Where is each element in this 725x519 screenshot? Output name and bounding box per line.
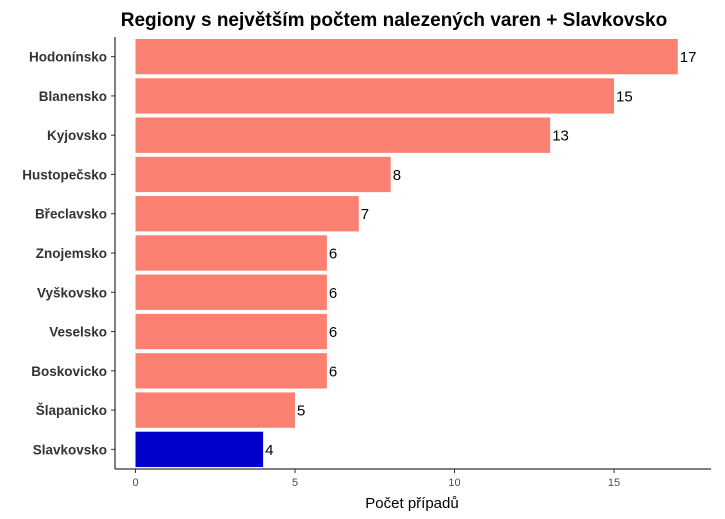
bar — [135, 235, 327, 271]
x-tick-label: 5 — [292, 477, 298, 489]
value-labels-group: 17 15 13 8 7 6 6 6 6 5 4 — [265, 49, 696, 459]
data-label: 8 — [393, 167, 401, 184]
y-tick-label: Slavkovsko — [33, 442, 107, 457]
y-tick-label: Kyjovsko — [47, 128, 107, 143]
y-tick-label: Hustopečsko — [22, 167, 107, 182]
y-tick-label: Blanensko — [39, 89, 107, 104]
bar — [135, 78, 614, 114]
bar — [135, 392, 295, 428]
x-axis: 0 5 10 15 — [115, 468, 711, 489]
data-label: 6 — [329, 285, 337, 302]
bar — [135, 156, 391, 193]
bars-group — [135, 38, 678, 468]
data-label: 7 — [361, 206, 369, 223]
data-label: 4 — [265, 442, 273, 459]
data-label: 6 — [329, 324, 337, 341]
data-label: 13 — [552, 128, 569, 145]
bar — [135, 274, 327, 310]
y-tick-label: Vyškovsko — [37, 285, 107, 300]
y-axis: Hodonínsko Blanensko Kyjovsko Hustopečsko Bř… — [22, 37, 116, 469]
data-label: 6 — [329, 246, 337, 263]
data-label: 15 — [616, 88, 633, 105]
bar — [135, 117, 551, 153]
x-axis-title: Počet případů — [365, 495, 458, 512]
y-tick-label: Šlapanicko — [36, 403, 107, 418]
x-tick-label: 10 — [448, 477, 460, 489]
bar — [135, 431, 264, 468]
bar — [135, 196, 359, 232]
y-tick-label: Břeclavsko — [35, 207, 107, 222]
bar — [135, 38, 678, 75]
y-tick-label: Hodonínsko — [29, 50, 107, 65]
x-tick-label: 15 — [608, 477, 620, 489]
data-label: 17 — [680, 49, 697, 66]
data-label: 5 — [297, 403, 305, 420]
chart-title: Regiony s největším počtem nalezených va… — [121, 10, 667, 31]
y-tick-label: Veselsko — [49, 325, 107, 340]
bar — [135, 353, 327, 389]
y-tick-label: Znojemsko — [36, 246, 107, 261]
data-label: 6 — [329, 363, 337, 380]
y-tick-label: Boskovicko — [31, 364, 107, 379]
x-tick-label: 0 — [132, 477, 138, 489]
bar — [135, 313, 327, 350]
